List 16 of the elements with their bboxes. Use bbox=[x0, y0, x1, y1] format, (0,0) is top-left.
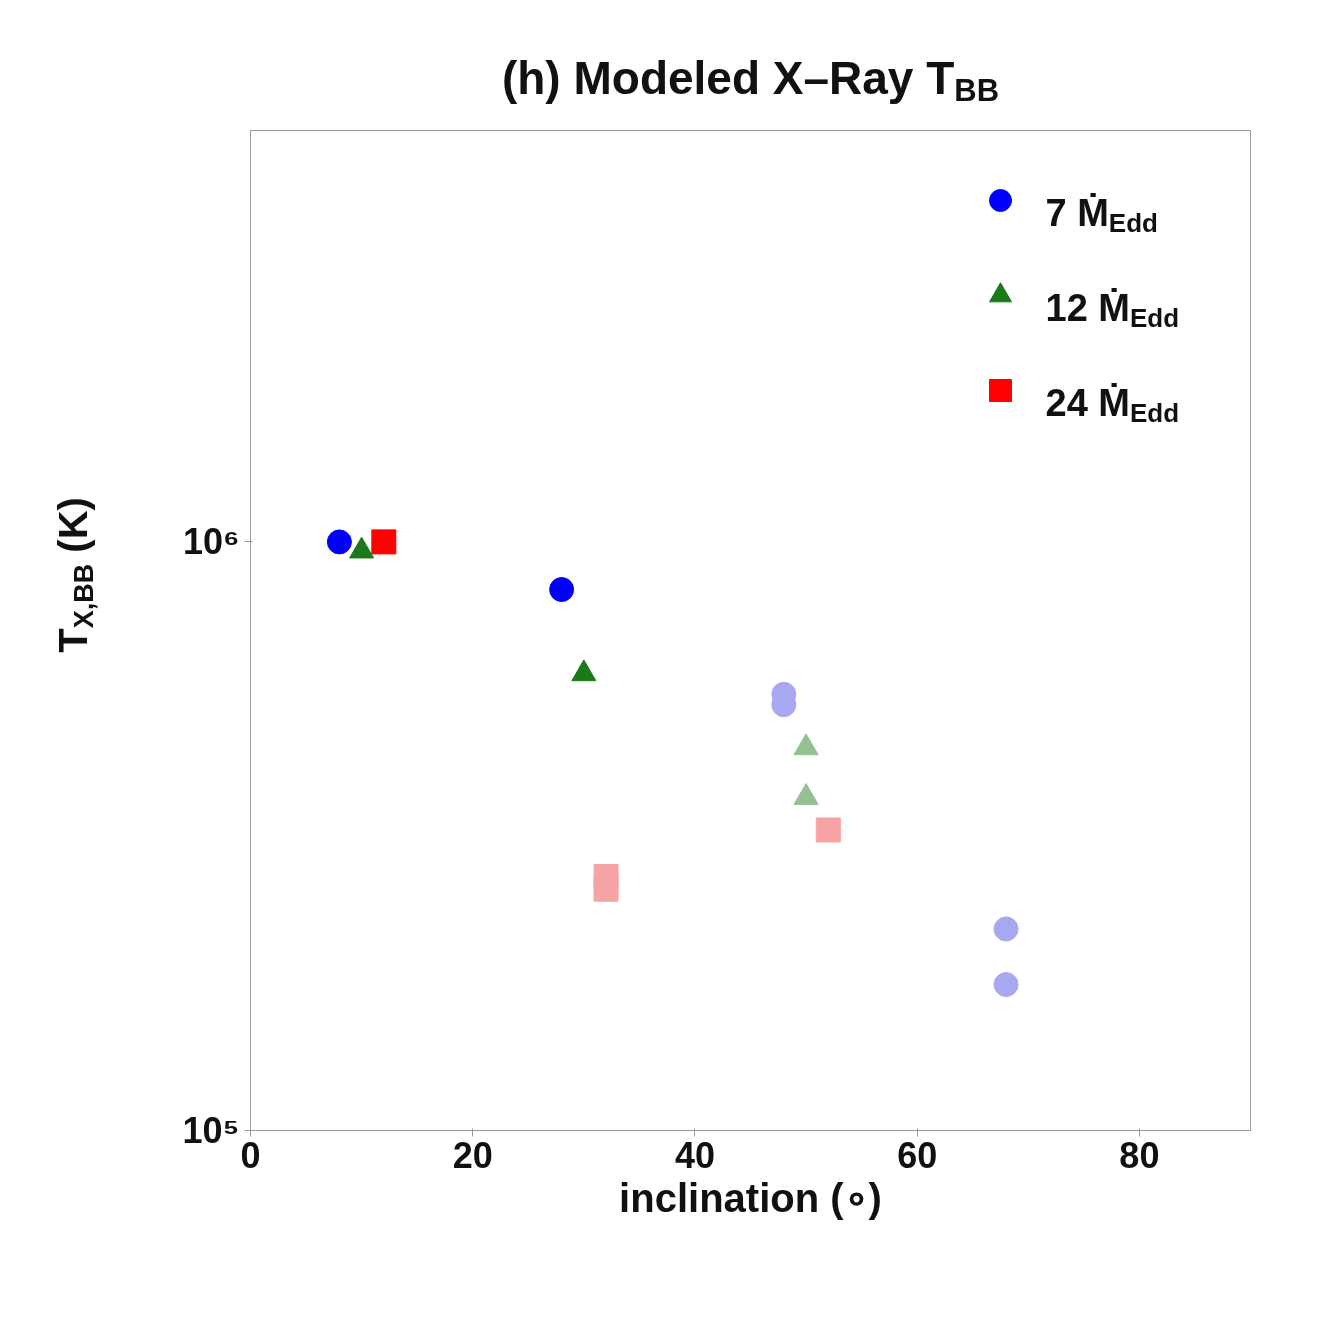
x-axis-title: inclination (∘) bbox=[619, 1175, 882, 1220]
y-tick-label: 10⁵ bbox=[182, 1110, 240, 1151]
point bbox=[549, 577, 575, 603]
point bbox=[371, 529, 397, 555]
x-tick-label: 0 bbox=[240, 1134, 261, 1176]
point bbox=[993, 916, 1019, 942]
x-tick-label: 20 bbox=[452, 1134, 493, 1176]
y-axis-title: TX,BB (K) bbox=[50, 497, 99, 653]
point bbox=[593, 876, 619, 902]
point bbox=[326, 529, 352, 555]
x-tick-label: 40 bbox=[674, 1134, 715, 1176]
point bbox=[993, 972, 1019, 998]
y-tick-label: 10⁶ bbox=[182, 521, 240, 563]
x-tick-label: 80 bbox=[1119, 1134, 1160, 1176]
point bbox=[815, 817, 841, 843]
x-tick-label: 60 bbox=[897, 1134, 938, 1176]
